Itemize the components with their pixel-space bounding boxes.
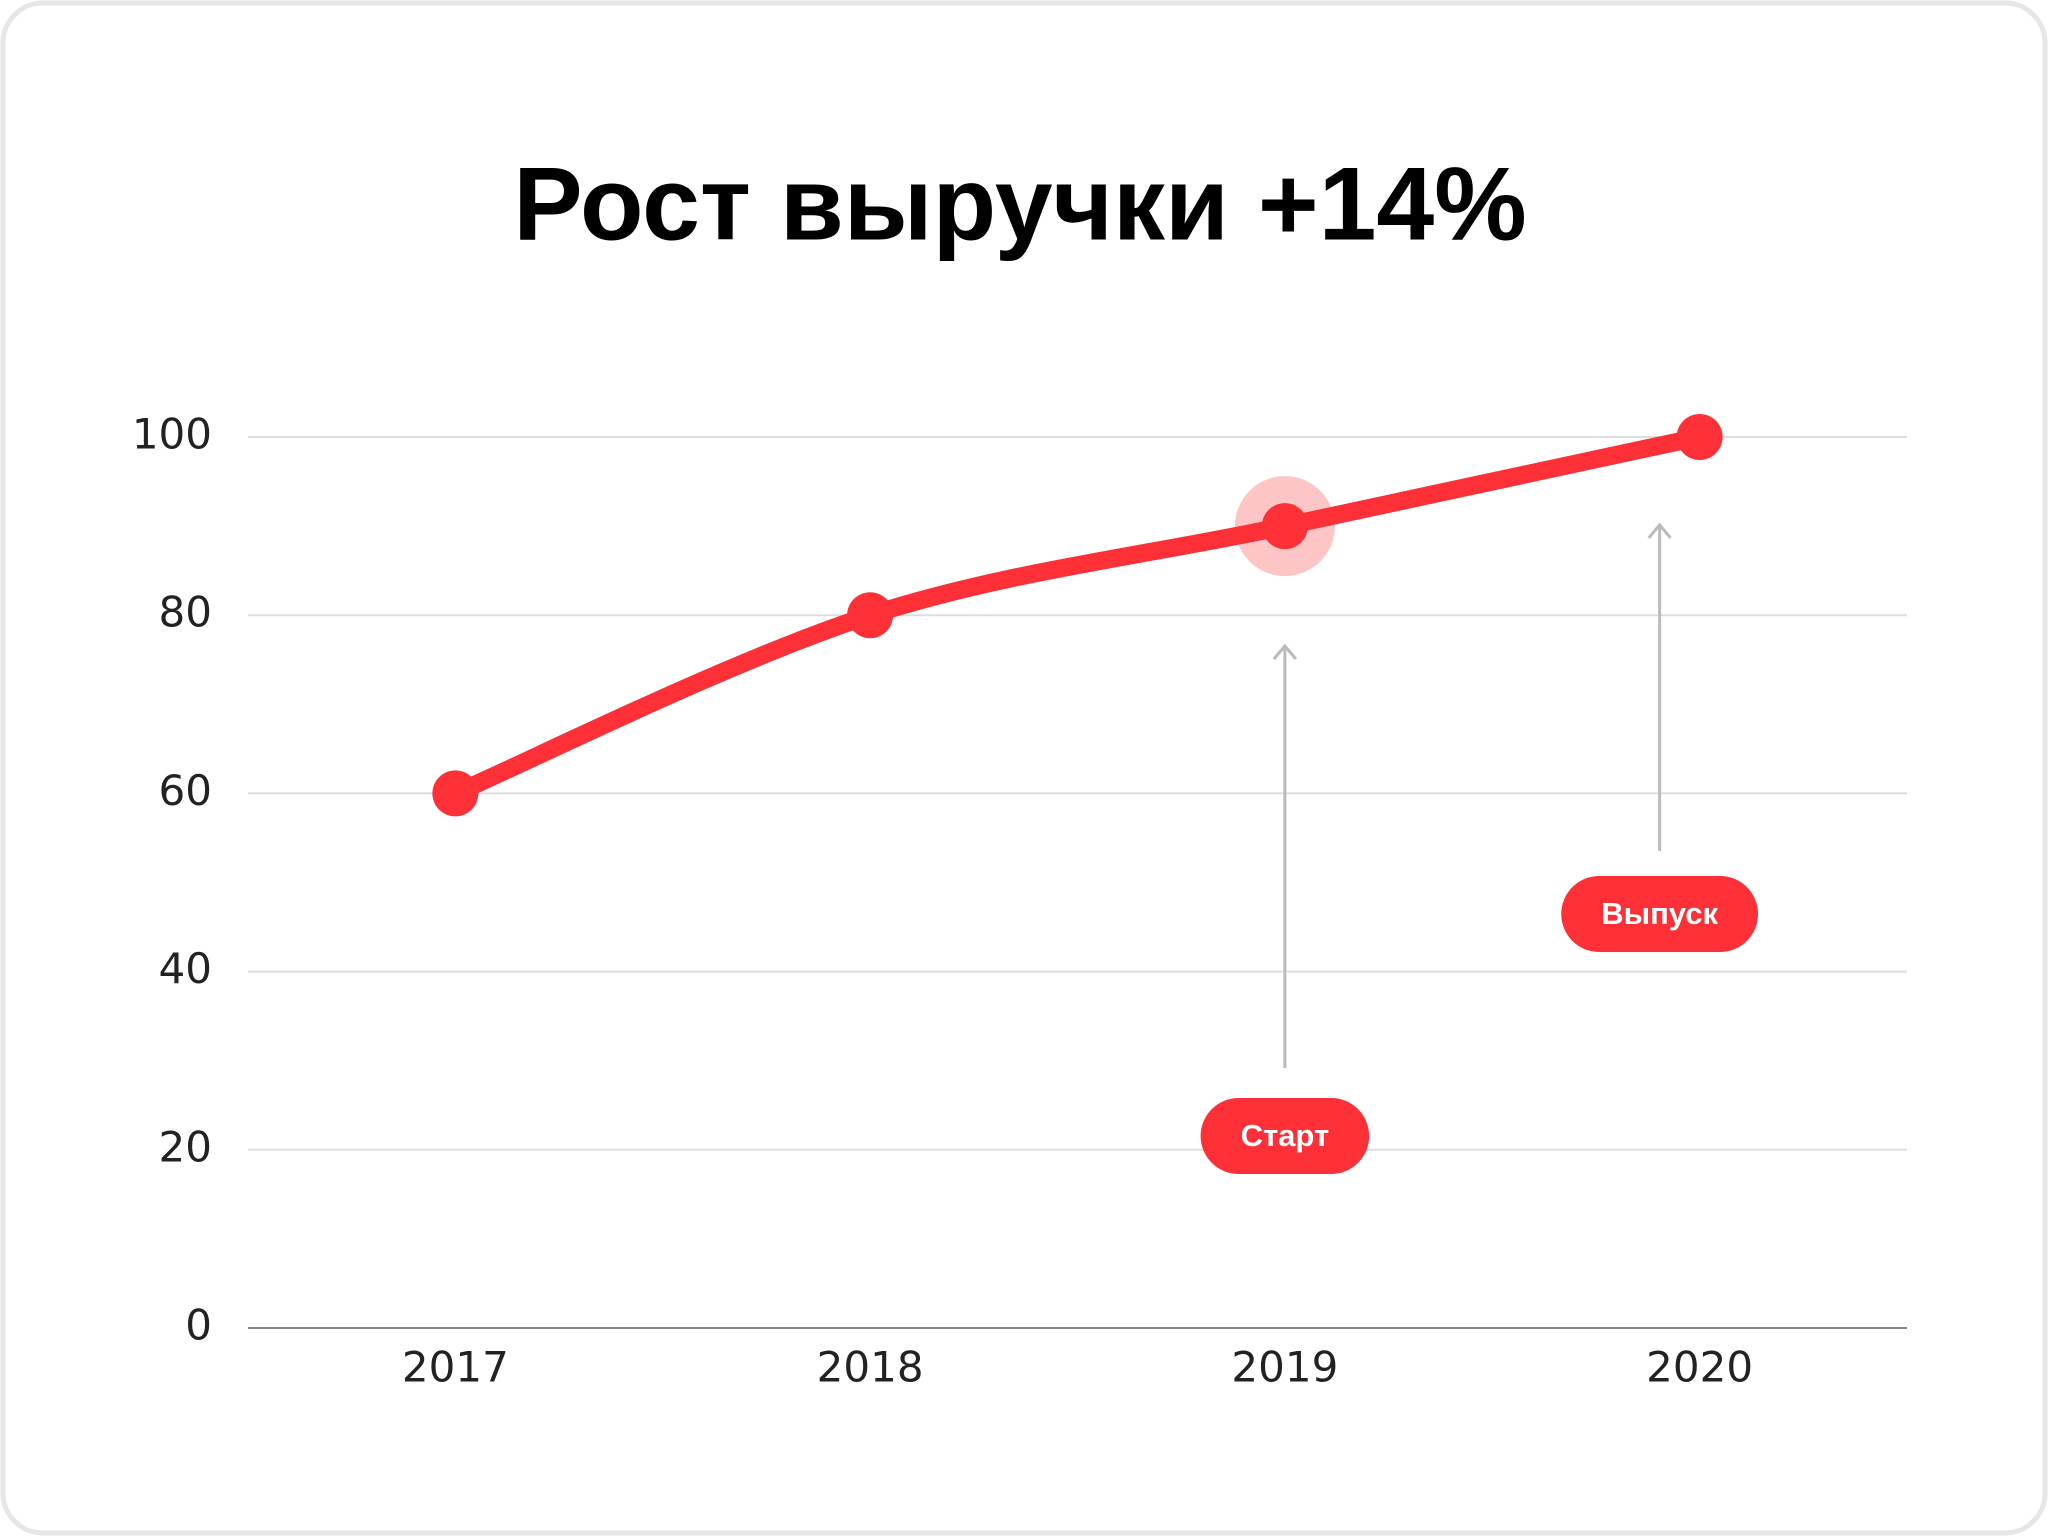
y-tick-label: 80 — [159, 588, 212, 637]
y-tick-label: 20 — [159, 1122, 212, 1171]
x-tick-label: 2018 — [817, 1343, 924, 1392]
x-tick-label: 2017 — [402, 1343, 509, 1392]
y-tick-label: 0 — [185, 1301, 212, 1350]
line — [446, 428, 1709, 803]
annotation-arrow — [1272, 643, 1298, 1068]
chart-title: Рост выручки +14% — [513, 146, 1527, 262]
point — [1676, 414, 1723, 460]
y-tick-label: 60 — [159, 766, 212, 815]
point — [1261, 503, 1308, 550]
annotation-pill — [1561, 876, 1759, 952]
x-tick-label: 2019 — [1231, 1343, 1338, 1392]
y-tick-label: 40 — [159, 944, 212, 993]
annotation-label: Старт — [1241, 1118, 1330, 1153]
y-tick-label: 100 — [132, 410, 212, 459]
annotation-label: Выпуск — [1601, 896, 1718, 931]
point — [847, 592, 894, 639]
x-tick-label: 2020 — [1646, 1343, 1753, 1392]
annotation-pill — [1200, 1098, 1370, 1174]
point — [432, 770, 479, 817]
annotation-arrow — [1647, 522, 1672, 851]
